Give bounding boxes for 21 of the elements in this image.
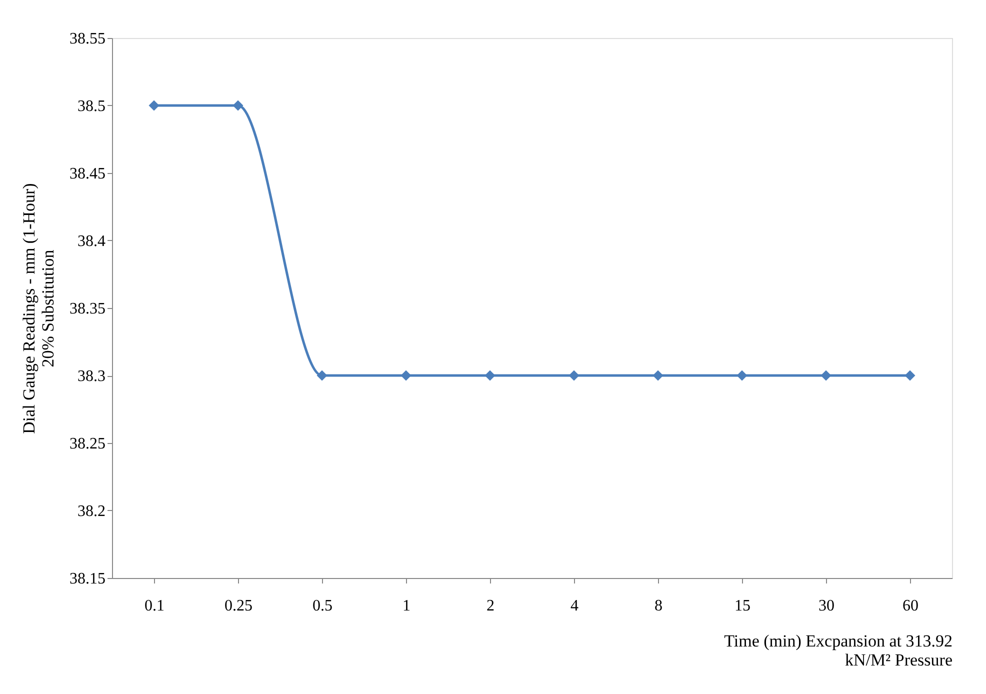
x-tick-label: 0.1 xyxy=(144,598,164,614)
y-axis-title: Dial Gauge Readings - mm (1-Hour) 20% Substitution xyxy=(20,183,58,434)
y-tick-label: 38.45 xyxy=(70,166,106,182)
x-tick-label: 1 xyxy=(402,598,410,614)
y-tick-label: 38.2 xyxy=(78,503,106,520)
x-tick-label: 0.5 xyxy=(312,598,332,614)
x-tick-label: 8 xyxy=(654,598,662,614)
x-tick-label: 0.25 xyxy=(224,598,252,614)
y-tick-label: 38.35 xyxy=(70,300,106,318)
y-tick-label: 38.55 xyxy=(70,30,106,48)
y-tick-label: 38.3 xyxy=(78,368,106,385)
y-tick-label: 38.5 xyxy=(78,98,106,115)
x-tick-label: 4 xyxy=(570,598,578,614)
x-tick-label: 60 xyxy=(902,598,918,614)
x-tick-label: 30 xyxy=(818,598,834,614)
x-tick-label: 15 xyxy=(734,598,750,614)
x-axis-title: Time (min) Excpansion at 313.92 kN/M² Pressure xyxy=(724,632,952,670)
y-tick-label: 38.15 xyxy=(70,570,106,588)
y-tick-label: 38.25 xyxy=(70,436,106,452)
y-tick-label: 38.4 xyxy=(78,233,106,250)
x-tick-label: 2 xyxy=(486,598,494,614)
